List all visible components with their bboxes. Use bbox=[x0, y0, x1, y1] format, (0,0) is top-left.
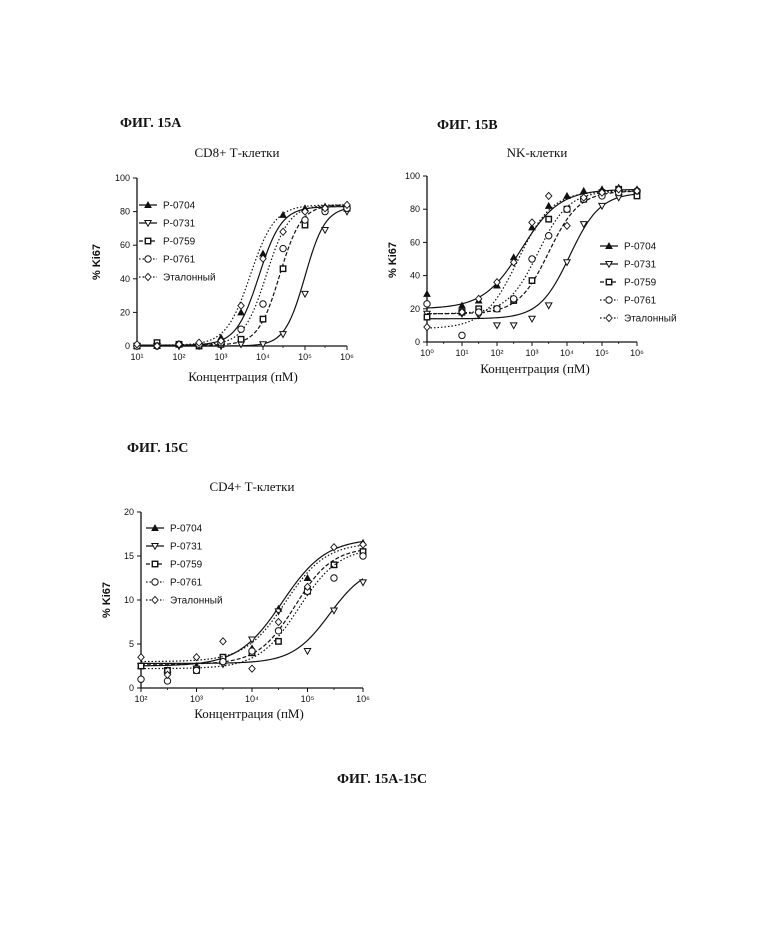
data-point-p-0759 bbox=[276, 639, 281, 644]
data-point-p-0761 bbox=[138, 676, 144, 682]
data-point-эталонный bbox=[220, 638, 226, 645]
legend: P-0704 P-0731 P-0759 P-0761 Эталонный bbox=[146, 524, 223, 607]
legend-marker-p-0759 bbox=[152, 561, 157, 566]
series-p-0731 bbox=[138, 579, 366, 678]
data-point-эталонный bbox=[138, 654, 144, 661]
legend-marker-p-0761 bbox=[152, 579, 158, 585]
data-point-p-0761 bbox=[249, 648, 255, 654]
data-point-p-0761 bbox=[331, 575, 337, 581]
x-tick-label: 10⁶ bbox=[356, 694, 370, 704]
data-point-p-0731 bbox=[304, 648, 310, 654]
legend-label-p-0731: P-0731 bbox=[170, 542, 203, 553]
y-tick-label: 0 bbox=[129, 683, 134, 693]
data-point-эталонный bbox=[249, 665, 255, 672]
data-point-эталонный bbox=[193, 654, 199, 661]
data-point-эталонный bbox=[331, 544, 337, 551]
x-tick-label: 10² bbox=[134, 694, 147, 704]
legend-label-эталонный: Эталонный bbox=[170, 596, 223, 607]
data-point-p-0759 bbox=[138, 663, 143, 668]
y-tick-label: 10 bbox=[124, 595, 134, 605]
y-tick-label: 20 bbox=[124, 507, 134, 517]
x-tick-label: 10³ bbox=[190, 694, 203, 704]
legend-label-p-0759: P-0759 bbox=[170, 560, 203, 571]
legend-marker-эталонный bbox=[152, 596, 158, 603]
data-point-эталонный bbox=[275, 618, 281, 625]
data-point-p-0731 bbox=[360, 580, 366, 586]
data-point-p-0761 bbox=[193, 667, 199, 673]
chart-title: CD4+ Т-клетки bbox=[210, 479, 295, 494]
data-point-p-0761 bbox=[220, 658, 226, 664]
y-tick-label: 15 bbox=[124, 551, 134, 561]
y-tick-label: 5 bbox=[129, 639, 134, 649]
x-tick-label: 10⁵ bbox=[301, 694, 315, 704]
x-tick-label: 10⁴ bbox=[245, 694, 259, 704]
x-axis-label: Концентрация (пМ) bbox=[194, 706, 304, 721]
data-point-p-0761 bbox=[360, 553, 366, 559]
y-axis-label: % Ki67 bbox=[101, 582, 113, 618]
legend-label-p-0704: P-0704 bbox=[170, 524, 203, 535]
data-point-p-0761 bbox=[275, 628, 281, 634]
legend-label-p-0761: P-0761 bbox=[170, 578, 203, 589]
